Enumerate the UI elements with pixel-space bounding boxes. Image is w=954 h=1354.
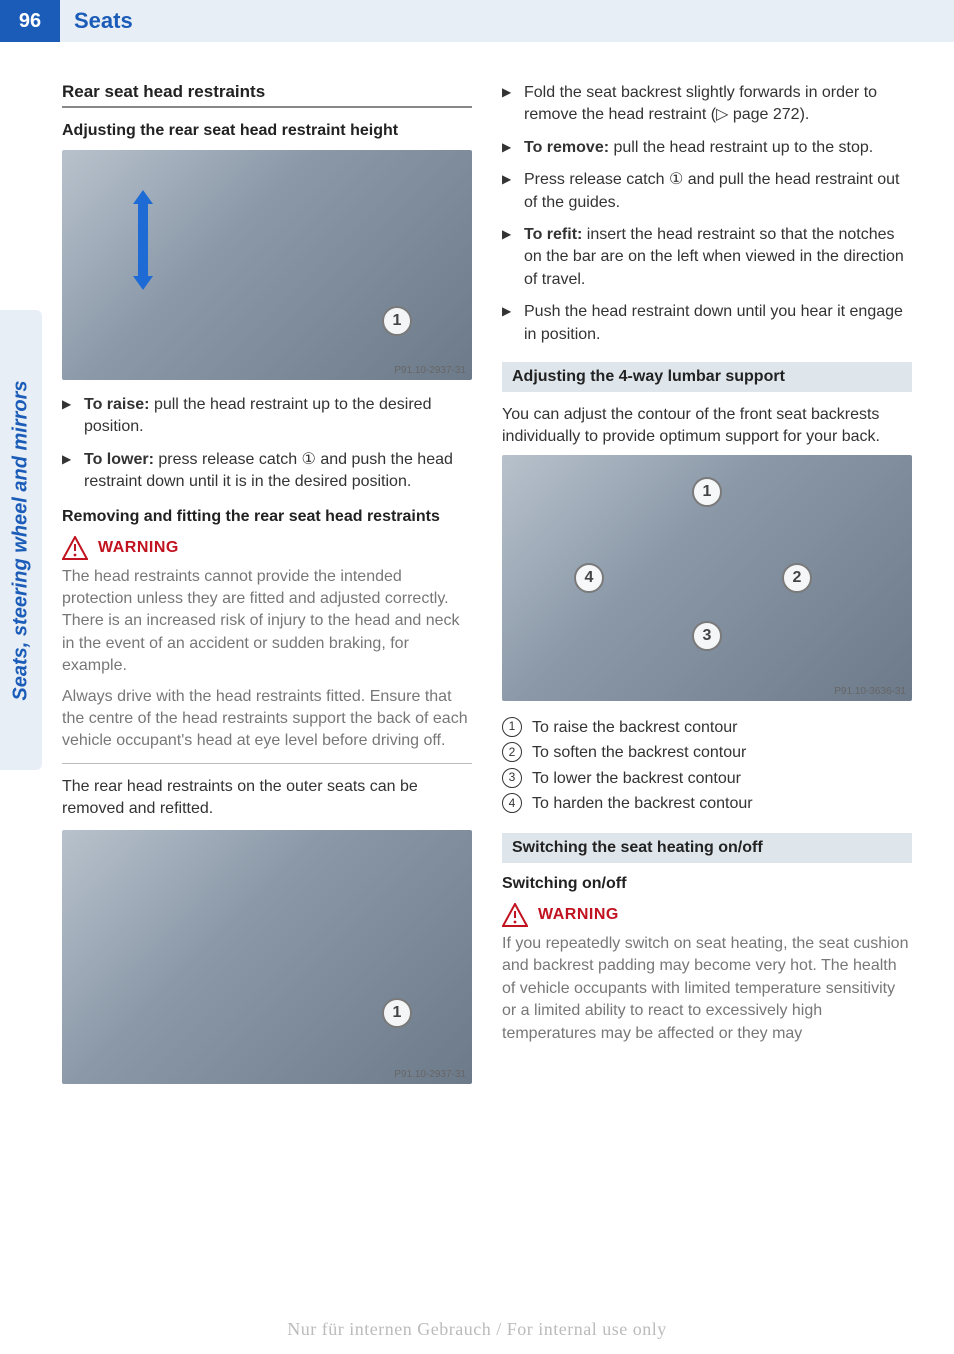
step-item: To raise: pull the head restraint up to … (62, 394, 472, 439)
warning-paragraph: If you repeatedly switch on seat heating… (502, 933, 912, 1045)
step-item: To lower: press release catch ① and push… (62, 449, 472, 494)
warning-paragraph: The head restraints cannot provide the i… (62, 566, 472, 678)
subsection-heading: Adjusting the rear seat head restraint h… (62, 122, 472, 140)
image-code: P91.10-2937-31 (394, 365, 466, 376)
remove-refit-steps: Fold the seat backrest slightly forwards… (502, 82, 912, 346)
callout-marker-1: 1 (692, 477, 722, 507)
callout-marker-1: 1 (382, 998, 412, 1028)
callout-marker-4: 4 (574, 563, 604, 593)
circle-number-icon: 1 (502, 717, 522, 737)
side-tab: Seats, steering wheel and mirrors (0, 310, 42, 770)
footer-watermark: Nur für internen Gebrauch / For internal… (0, 1319, 954, 1340)
image-code: P91.10-3636-31 (834, 686, 906, 697)
circle-number-icon: 3 (502, 768, 522, 788)
step-item: Fold the seat backrest slightly forwards… (502, 82, 912, 127)
warning-label: WARNING (98, 539, 179, 557)
side-tab-text: Seats, steering wheel and mirrors (10, 380, 33, 700)
page-title: Seats (60, 0, 954, 42)
warning-triangle-icon (502, 903, 528, 927)
callout-marker-3: 3 (692, 621, 722, 651)
callout-marker-1: 1 (382, 306, 412, 336)
lumbar-control-image: 1 2 3 4 P91.10-3636-31 (502, 455, 912, 701)
content-columns: Rear seat head restraints Adjusting the … (0, 42, 954, 1098)
circle-number-icon: 4 (502, 793, 522, 813)
image-code: P91.10-2937-31 (394, 1069, 466, 1080)
warning-label: WARNING (538, 906, 619, 924)
left-column: Rear seat head restraints Adjusting the … (62, 82, 472, 1098)
step-item: Press release catch ① and pull the head … (502, 169, 912, 214)
body-paragraph: The rear head restraints on the outer se… (62, 776, 472, 821)
head-restraint-adjust-image: 1 P91.10-2937-31 (62, 150, 472, 380)
subsection-heading: Switching on/off (502, 875, 912, 893)
step-item: To remove: pull the head restraint up to… (502, 137, 912, 159)
adjust-steps: To raise: pull the head restraint up to … (62, 394, 472, 494)
up-down-arrow-icon (132, 190, 154, 290)
head-restraint-remove-image: 1 P91.10-2937-31 (62, 830, 472, 1084)
legend-item: 1To raise the backrest contour (502, 715, 912, 741)
right-column: Fold the seat backrest slightly forwards… (502, 82, 912, 1098)
page-number: 96 (0, 0, 60, 42)
step-item: Push the head restraint down until you h… (502, 301, 912, 346)
step-item: To refit: insert the head restraint so t… (502, 224, 912, 291)
warning-triangle-icon (62, 536, 88, 560)
warning-paragraph: Always drive with the head restraints fi… (62, 686, 472, 764)
lumbar-legend: 1To raise the backrest contour 2To softe… (502, 715, 912, 817)
section-heading: Rear seat head restraints (62, 82, 472, 108)
legend-item: 3To lower the backrest contour (502, 766, 912, 792)
subsection-heading: Removing and fitting the rear seat head … (62, 508, 472, 526)
warning-header: WARNING (62, 536, 472, 560)
legend-item: 2To soften the backrest contour (502, 740, 912, 766)
page-header: 96 Seats (0, 0, 954, 42)
legend-item: 4To harden the backrest contour (502, 791, 912, 817)
section-bar-heading: Adjusting the 4-way lumbar support (502, 362, 912, 392)
section-bar-heading: Switching the seat heating on/off (502, 833, 912, 863)
warning-header: WARNING (502, 903, 912, 927)
circle-number-icon: 2 (502, 742, 522, 762)
body-paragraph: You can adjust the contour of the front … (502, 404, 912, 449)
callout-marker-2: 2 (782, 563, 812, 593)
